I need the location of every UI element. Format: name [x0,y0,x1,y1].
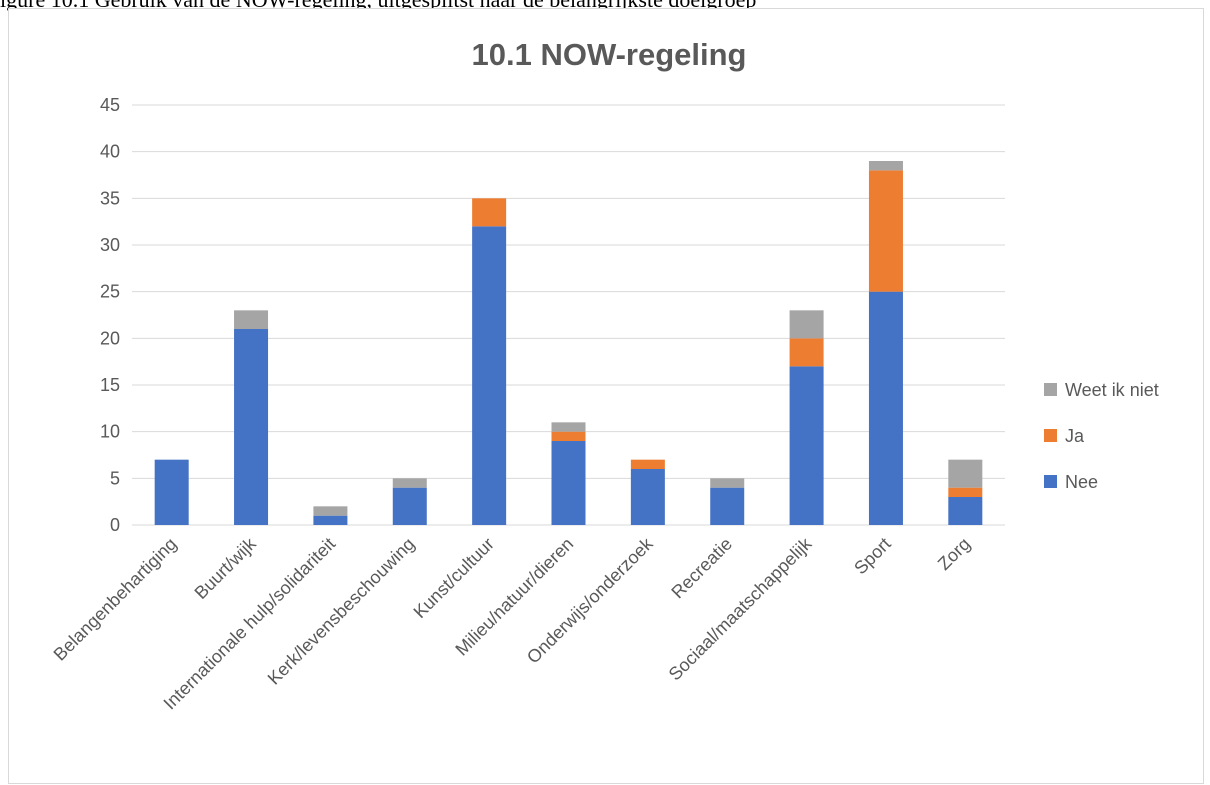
bar-weet-ik-niet [789,310,824,339]
bar-weet-ik-niet [948,459,983,488]
bar-nee [392,487,427,525]
bars [154,161,983,526]
chart-frame: 10.1 NOW-regeling 0 5 10 15 20 25 30 35 40 45 Bel… [8,8,1204,784]
x-tick-label: Internationale hulp/solidariteit [160,534,340,714]
bar-ja [868,170,903,292]
bar-nee [868,291,903,525]
x-tick-label: Sport [850,534,895,579]
y-tick-label: 35 [100,188,120,208]
bar-weet-ik-niet [868,161,903,171]
bar-weet-ik-niet [551,422,586,432]
bar-ja [789,338,824,367]
bar-nee [472,226,507,526]
chart-svg: 10.1 NOW-regeling 0 5 10 15 20 25 30 35 40 45 Bel… [50,37,1159,713]
legend-label: Nee [1065,472,1098,492]
y-tick-label: 45 [100,95,120,115]
bar-nee [551,441,586,525]
bar-nee [313,515,348,525]
legend-swatch [1044,429,1057,442]
bar-ja [630,459,665,469]
bar-weet-ik-niet [313,506,348,516]
legend-label: Weet ik niet [1065,380,1159,400]
bar-nee [789,366,824,525]
bar-nee [630,469,665,525]
bar-nee [710,487,745,525]
y-tick-label: 20 [100,328,120,348]
y-tick-label: 30 [100,235,120,255]
bar-ja [948,487,983,497]
y-tick-label: 15 [100,375,120,395]
legend: Weet ik niet Ja Nee [1044,380,1159,492]
y-tick-label: 40 [100,142,120,162]
y-tick-label: 10 [100,422,120,442]
bar-weet-ik-niet [710,478,745,488]
x-tick-label: Recreatie [667,534,736,603]
legend-label: Ja [1065,426,1085,446]
x-tick-label: Zorg [934,534,974,574]
x-tick-label: Kerk/levensbeschouwing [264,534,419,689]
y-tick-label: 5 [110,468,120,488]
x-tick-label: Buurt/wijk [191,533,261,603]
y-axis: 0 5 10 15 20 25 30 35 40 45 [100,95,120,535]
bar-nee [234,329,269,525]
x-tick-label: Kunst/cultuur [410,534,498,622]
chart-title: 10.1 NOW-regeling [472,37,747,72]
legend-swatch [1044,475,1057,488]
bar-ja [472,198,507,227]
bar-nee [948,497,983,525]
x-axis: Belangenbehartiging Buurt/wijkInternation… [50,533,975,713]
bar-weet-ik-niet [392,478,427,488]
bar-nee [154,459,189,525]
bar-ja [551,431,586,441]
y-tick-label: 25 [100,282,120,302]
x-tick-label: Belangenbehartiging [50,534,181,665]
bar-weet-ik-niet [234,310,269,329]
y-tick-label: 0 [110,515,120,535]
x-tick-label: Sociaal/maatschappelijk [665,533,816,684]
legend-swatch [1044,383,1057,396]
